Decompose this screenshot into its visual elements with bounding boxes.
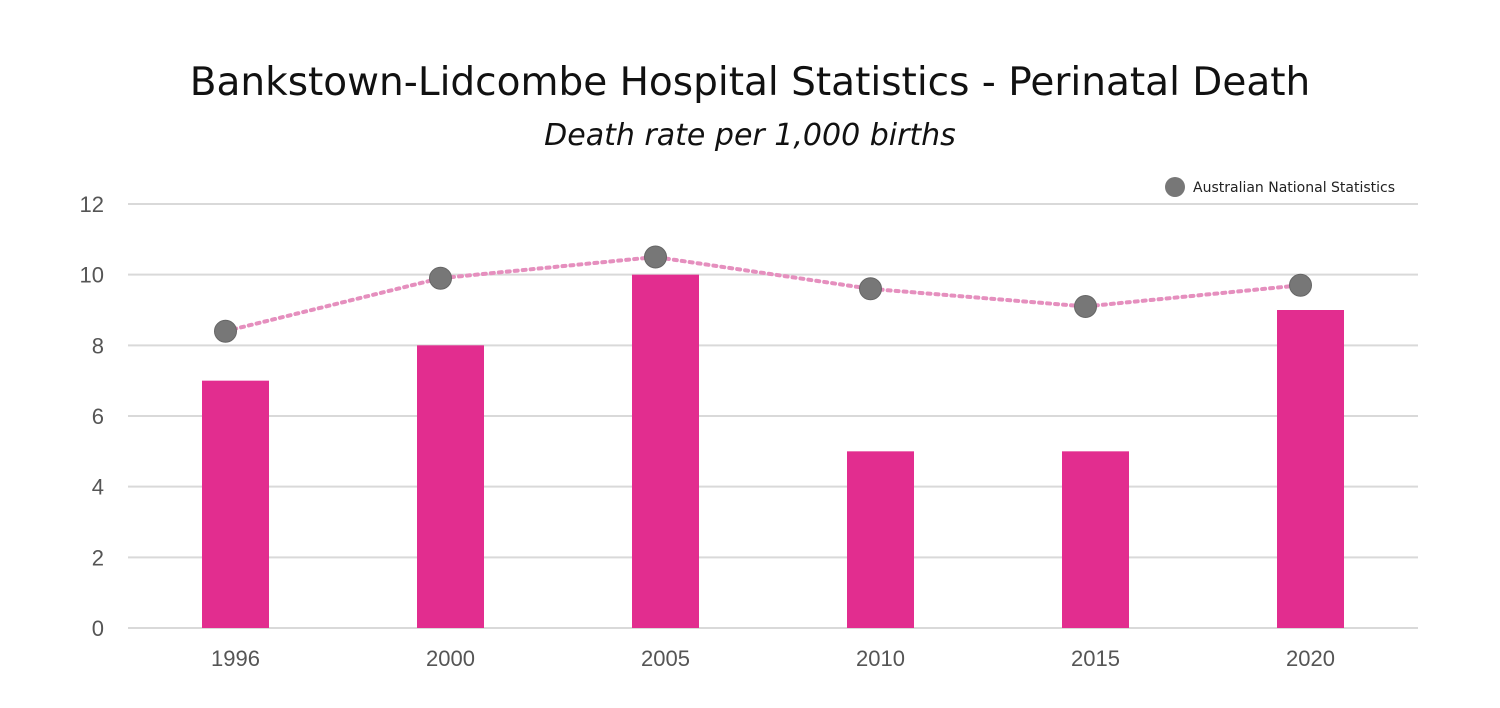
line-point — [214, 319, 237, 343]
bar — [1277, 310, 1344, 628]
bar-series — [202, 274, 1344, 628]
x-tick-label: 2020 — [1286, 646, 1335, 671]
x-tick-label: 2015 — [1071, 646, 1120, 671]
legend-label: Australian National Statistics — [1193, 180, 1395, 196]
chart-subtitle: Death rate per 1,000 births — [544, 118, 956, 153]
x-tick-label: 2000 — [426, 646, 475, 671]
bar — [202, 380, 269, 628]
y-tick-label: 2 — [92, 545, 104, 570]
line-point — [1074, 294, 1097, 318]
line-point — [644, 245, 667, 269]
y-tick-label: 12 — [80, 192, 104, 217]
line-point — [429, 266, 452, 290]
bar — [847, 451, 914, 628]
y-tick-label: 0 — [92, 616, 104, 641]
x-tick-label: 2005 — [641, 646, 690, 671]
bar — [632, 274, 699, 628]
y-tick-label: 8 — [92, 333, 104, 358]
bar — [417, 345, 484, 628]
chart-title: Bankstown-Lidcombe Hospital Statistics -… — [189, 60, 1311, 105]
y-tick-label: 6 — [92, 404, 104, 429]
bar — [1062, 451, 1129, 628]
gridlines — [128, 203, 1418, 629]
legend: Australian National Statistics — [1165, 177, 1395, 197]
axis-labels: 0 2 4 6 8 10 12 1996 2000 2005 2010 2015 2020 — [80, 192, 1335, 671]
national-line-series — [214, 245, 1312, 343]
y-tick-label: 4 — [92, 475, 104, 500]
y-tick-label: 10 — [80, 263, 104, 288]
legend-marker-icon — [1165, 177, 1185, 197]
line-point — [859, 277, 882, 301]
national-trend-line — [223, 254, 1303, 334]
line-point — [1289, 273, 1312, 297]
x-tick-label: 1996 — [211, 646, 260, 671]
x-tick-label: 2010 — [856, 646, 905, 671]
